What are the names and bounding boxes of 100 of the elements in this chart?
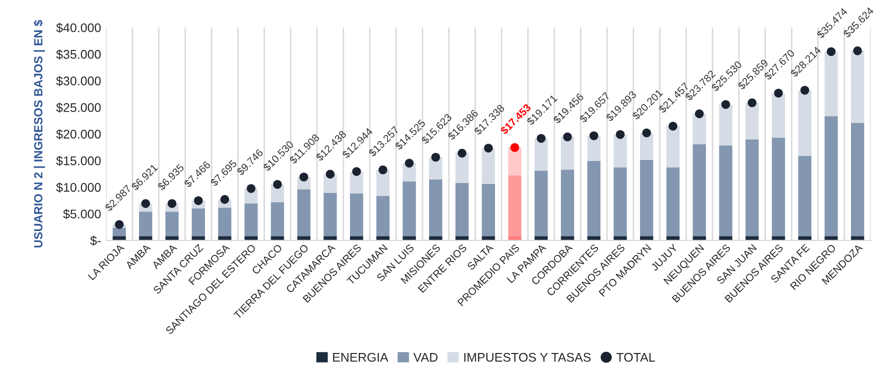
bar xyxy=(692,144,706,236)
point xyxy=(616,130,625,139)
bar xyxy=(402,236,416,240)
point xyxy=(668,122,678,131)
bar xyxy=(745,102,759,140)
y-tick-label: $5.000 xyxy=(63,209,101,220)
bar xyxy=(324,192,337,236)
point xyxy=(352,167,361,176)
bar xyxy=(824,236,838,240)
point xyxy=(800,86,810,95)
bar xyxy=(534,138,548,171)
bar xyxy=(824,116,838,236)
bar xyxy=(666,126,680,168)
point xyxy=(458,148,466,158)
bar xyxy=(455,182,469,236)
bar xyxy=(587,160,600,236)
legend-label: ENERGIA xyxy=(333,352,388,362)
bar xyxy=(402,181,416,236)
bar xyxy=(455,153,469,183)
bar xyxy=(270,236,284,240)
bar xyxy=(270,202,284,236)
bar xyxy=(297,189,310,236)
bar xyxy=(666,167,680,236)
bar xyxy=(772,94,786,138)
bar xyxy=(112,228,126,236)
point xyxy=(431,152,440,162)
bar xyxy=(772,236,786,240)
bar xyxy=(192,208,205,236)
y-tick-label: $15.000 xyxy=(56,156,101,166)
legend-label: TOTAL xyxy=(616,352,655,362)
bar xyxy=(850,50,864,124)
bar xyxy=(324,236,337,240)
bar xyxy=(376,196,390,236)
bar xyxy=(429,179,442,236)
bar xyxy=(350,236,364,240)
bar xyxy=(614,236,627,240)
bar xyxy=(798,156,812,236)
point xyxy=(273,180,282,189)
bar xyxy=(482,184,495,236)
y-tick-label: $30.000 xyxy=(56,76,101,86)
bar xyxy=(640,236,654,240)
bar xyxy=(139,212,152,236)
point xyxy=(536,134,546,143)
bar xyxy=(508,147,522,176)
bar xyxy=(534,236,548,240)
bar xyxy=(112,236,126,240)
point xyxy=(299,172,308,182)
bar xyxy=(429,236,442,240)
bar xyxy=(560,236,574,240)
point xyxy=(774,88,783,98)
bar xyxy=(692,236,706,240)
bar xyxy=(244,203,258,236)
y-axis-title: USUARIO N 2 | INGRESOS BAJOS | EN $ xyxy=(34,20,45,248)
bar xyxy=(640,160,654,236)
bar xyxy=(745,140,759,236)
bar xyxy=(772,138,786,236)
bar xyxy=(824,52,838,116)
bar xyxy=(218,208,232,236)
bar xyxy=(587,236,600,240)
bar xyxy=(165,212,179,236)
point xyxy=(721,100,730,109)
bar xyxy=(614,134,627,168)
bar xyxy=(455,236,469,240)
bar xyxy=(850,123,864,236)
bar xyxy=(139,236,152,240)
y-tick-label: $40.000 xyxy=(56,22,101,33)
bar xyxy=(482,236,495,240)
bar xyxy=(614,167,627,236)
bar xyxy=(640,132,654,160)
bar xyxy=(692,114,706,144)
bar xyxy=(244,236,258,240)
bar xyxy=(798,90,812,156)
y-tick-label: $35.000 xyxy=(56,49,101,60)
bar xyxy=(350,194,364,236)
bar xyxy=(850,236,864,240)
point xyxy=(589,131,598,140)
bar xyxy=(719,104,732,146)
bar xyxy=(297,236,310,240)
point xyxy=(326,170,335,179)
bar xyxy=(560,170,574,236)
point xyxy=(826,47,836,56)
point xyxy=(404,158,414,168)
point xyxy=(694,109,704,118)
bar xyxy=(376,236,390,240)
y-tick-label: $- xyxy=(90,236,101,246)
point xyxy=(141,199,150,208)
bar xyxy=(534,170,548,236)
legend-label: VAD xyxy=(413,353,438,362)
legend-label: IMPUESTOS Y TASAS xyxy=(464,352,591,362)
point xyxy=(748,98,756,108)
bar xyxy=(719,236,732,240)
point xyxy=(194,196,203,206)
point xyxy=(168,199,176,208)
bar xyxy=(508,236,522,240)
point xyxy=(378,165,388,174)
point xyxy=(246,184,256,193)
point xyxy=(853,46,862,56)
bar xyxy=(560,136,574,170)
bar xyxy=(666,236,680,240)
bar xyxy=(192,236,205,240)
